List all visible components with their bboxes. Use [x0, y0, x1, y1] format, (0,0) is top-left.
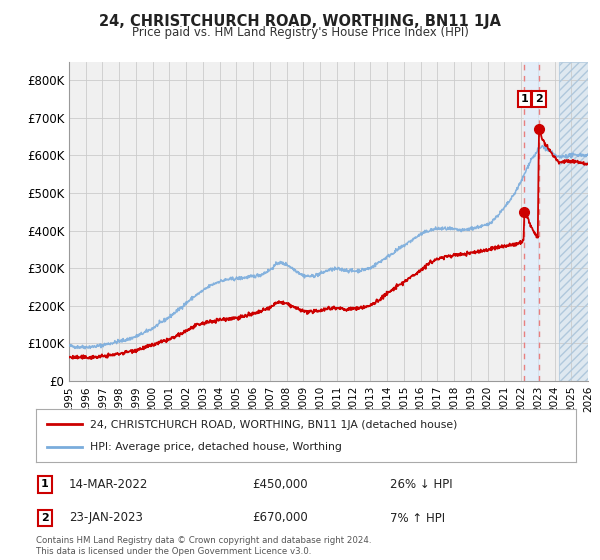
- Text: 24, CHRISTCHURCH ROAD, WORTHING, BN11 1JA: 24, CHRISTCHURCH ROAD, WORTHING, BN11 1J…: [99, 14, 501, 29]
- Bar: [559, 62, 588, 381]
- Text: 24, CHRISTCHURCH ROAD, WORTHING, BN11 1JA (detached house): 24, CHRISTCHURCH ROAD, WORTHING, BN11 1J…: [90, 420, 457, 430]
- Text: Price paid vs. HM Land Registry's House Price Index (HPI): Price paid vs. HM Land Registry's House …: [131, 26, 469, 39]
- Text: £450,000: £450,000: [252, 478, 308, 491]
- Text: 1: 1: [521, 94, 528, 104]
- Text: 26% ↓ HPI: 26% ↓ HPI: [390, 478, 452, 491]
- Text: 1: 1: [41, 479, 49, 489]
- Text: 14-MAR-2022: 14-MAR-2022: [69, 478, 148, 491]
- Text: HPI: Average price, detached house, Worthing: HPI: Average price, detached house, Wort…: [90, 442, 342, 452]
- Bar: [559, 62, 588, 381]
- Bar: [524, 62, 539, 381]
- Text: 2: 2: [41, 513, 49, 523]
- Text: Contains HM Land Registry data © Crown copyright and database right 2024.
This d: Contains HM Land Registry data © Crown c…: [36, 536, 371, 556]
- Text: 23-JAN-2023: 23-JAN-2023: [69, 511, 143, 525]
- Text: £670,000: £670,000: [252, 511, 308, 525]
- Text: 7% ↑ HPI: 7% ↑ HPI: [390, 511, 445, 525]
- Text: 2: 2: [535, 94, 543, 104]
